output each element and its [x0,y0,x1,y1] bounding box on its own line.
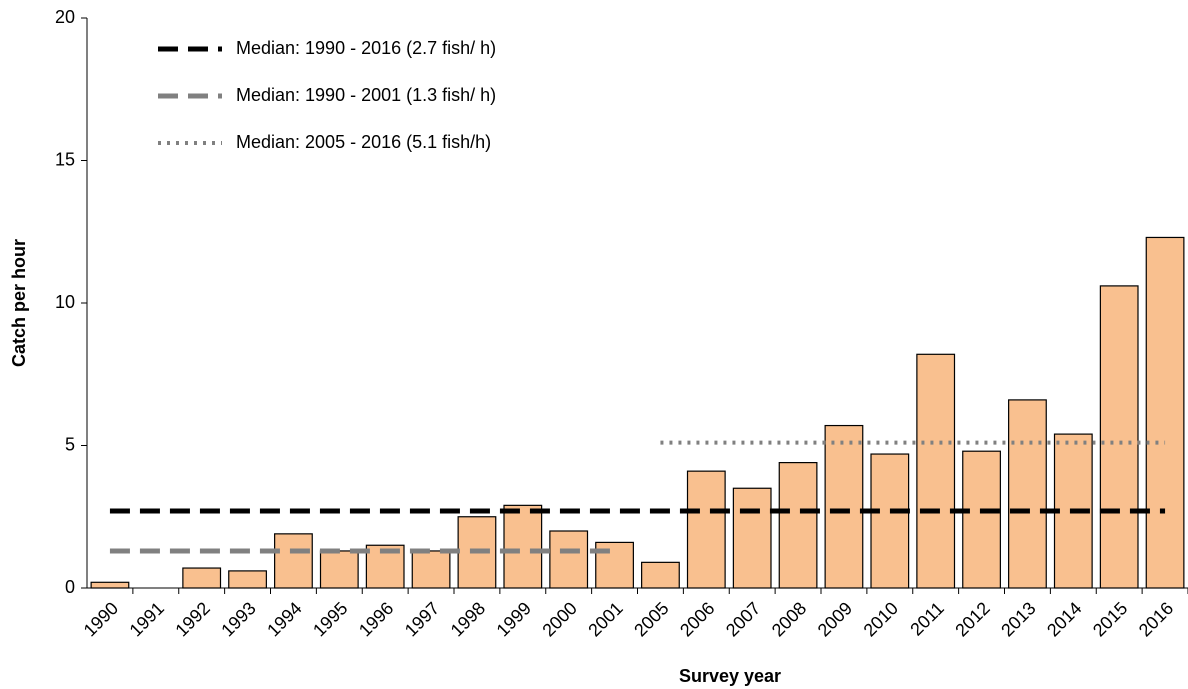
x-tick-label: 1991 [126,598,168,640]
legend-label: Median: 2005 - 2016 (5.1 fish/h) [236,132,491,152]
x-tick-label: 2007 [722,598,764,640]
legend-label: Median: 1990 - 2016 (2.7 fish/ h) [236,38,496,58]
x-tick-label: 1993 [217,598,259,640]
x-tick-label: 1995 [309,598,351,640]
y-tick-label: 15 [55,149,75,169]
bar [503,504,543,589]
x-tick-label: 1990 [80,598,122,640]
bar [870,453,910,589]
bar [228,570,267,589]
bar [1008,399,1047,589]
x-tick-label: 2013 [997,598,1039,640]
bar [411,550,451,589]
bar [1099,285,1139,589]
x-tick-label: 2011 [906,598,948,640]
x-tick-label: 2005 [630,598,672,640]
bar [686,470,726,589]
bar [962,450,1001,589]
bar [90,581,130,589]
x-tick-label: 2009 [814,598,856,640]
bar [732,487,772,589]
y-tick-label: 5 [65,434,75,454]
x-tick-label: 2010 [860,598,902,640]
x-tick-label: 1999 [493,598,535,640]
y-axis-title: Catch per hour [9,239,29,367]
x-tick-label: 2012 [951,598,993,640]
x-tick-label: 2006 [676,598,718,640]
y-tick-label: 0 [65,577,75,597]
bar [824,424,864,589]
x-tick-label: 1996 [355,598,397,640]
x-tick-label: 2000 [538,598,580,640]
y-tick-label: 20 [55,7,75,27]
x-tick-label: 2016 [1135,598,1177,640]
bar [916,353,956,589]
x-axis-title: Survey year [679,666,781,686]
y-tick-label: 10 [55,292,75,312]
bar [549,530,589,589]
bar [274,533,313,589]
x-tick-label: 1992 [171,598,213,640]
x-tick-label: 1998 [447,598,489,640]
x-tick-label: 2001 [584,598,626,640]
x-tick-label: 2008 [768,598,810,640]
x-tick-label: 1997 [401,598,443,640]
x-tick-label: 2014 [1043,598,1085,640]
bar [319,550,359,589]
bar [182,567,222,589]
bar [641,561,680,589]
x-tick-label: 2015 [1089,598,1131,640]
x-tick-label: 1994 [263,598,305,640]
legend-label: Median: 1990 - 2001 (1.3 fish/ h) [236,85,496,105]
bar [778,462,818,589]
bar [1145,236,1185,589]
